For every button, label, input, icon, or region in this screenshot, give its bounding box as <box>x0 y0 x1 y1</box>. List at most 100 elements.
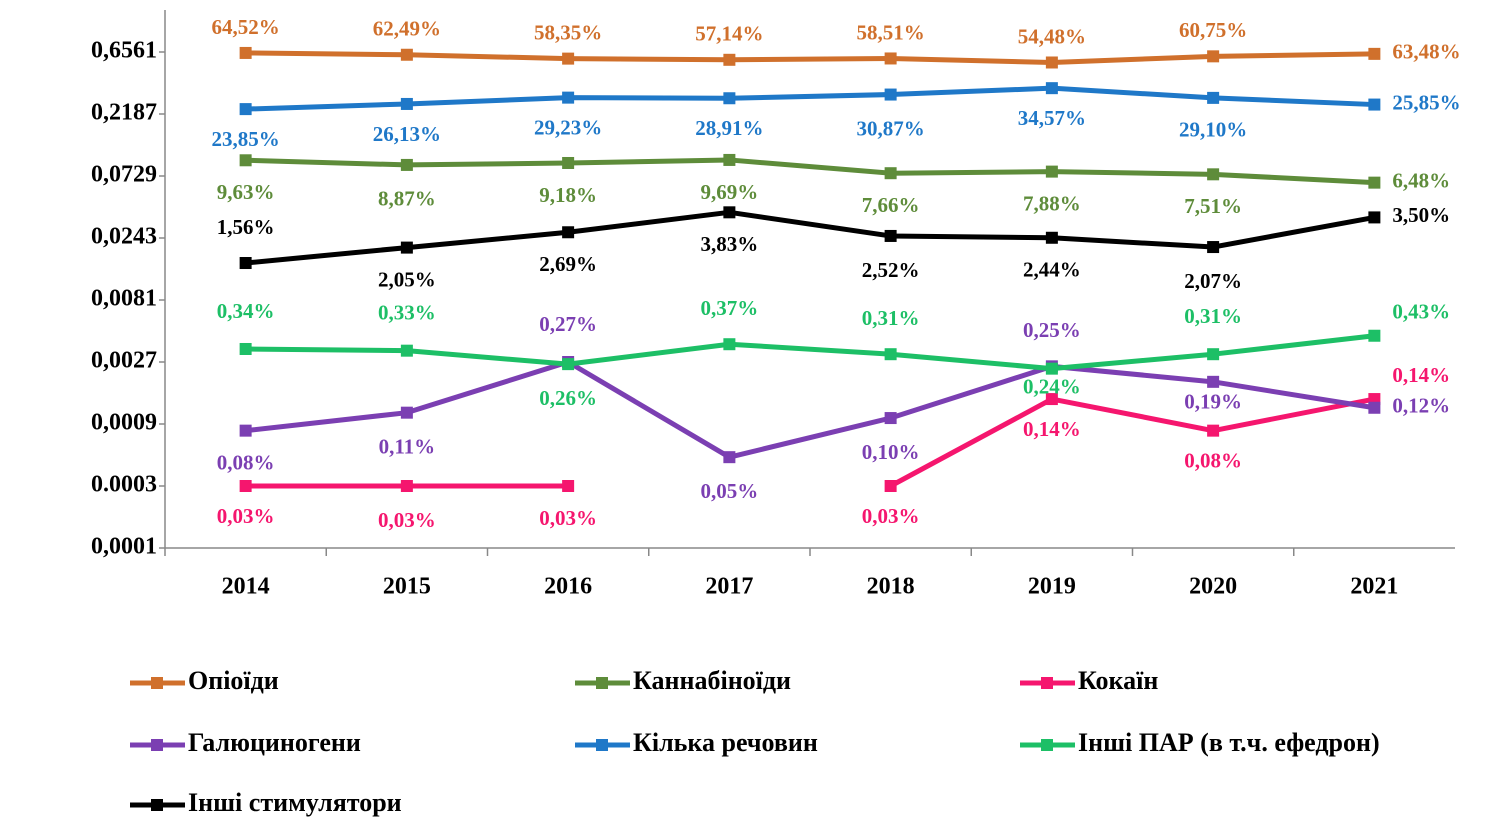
y-tick-label: 0,0243 <box>91 224 157 250</box>
value-label: 63,48% <box>1392 40 1460 64</box>
value-label: 7,51% <box>1184 194 1242 218</box>
marker <box>400 48 413 61</box>
legend-label: Кокаїн <box>1078 666 1158 695</box>
value-label: 0,34% <box>217 299 275 323</box>
marker <box>400 97 413 110</box>
marker <box>1207 348 1220 361</box>
marker <box>400 158 413 171</box>
value-label: 7,88% <box>1023 191 1081 215</box>
marker <box>1045 56 1058 69</box>
marker <box>1045 231 1058 244</box>
value-label: 2,52% <box>862 258 920 282</box>
legend-marker <box>151 677 163 689</box>
value-label: 62,49% <box>373 17 441 41</box>
legend-marker <box>596 677 608 689</box>
y-tick-label: 0,0009 <box>91 410 157 436</box>
marker <box>723 92 736 105</box>
series-line <box>889 396 1375 489</box>
marker <box>884 348 897 361</box>
value-label: 7,66% <box>862 193 920 217</box>
value-label: 0,03% <box>862 504 920 528</box>
y-tick-label: 0.0003 <box>91 472 157 498</box>
value-label: 0,14% <box>1023 417 1081 441</box>
legend-label: Опіоїди <box>188 666 279 695</box>
marker <box>884 52 897 65</box>
value-label: 0,25% <box>1023 318 1081 342</box>
marker <box>1207 241 1220 254</box>
marker <box>1368 211 1381 224</box>
y-tick-label: 0,0729 <box>91 162 157 188</box>
value-label: 60,75% <box>1179 18 1247 42</box>
series-line <box>245 85 1375 112</box>
value-label: 0,19% <box>1184 390 1242 414</box>
marker <box>400 406 413 419</box>
marker <box>1368 98 1381 111</box>
series-line <box>245 157 1375 186</box>
value-label: 3,83% <box>701 232 759 256</box>
marker <box>562 226 575 239</box>
marker <box>400 480 413 492</box>
value-label: 0,08% <box>1184 448 1242 472</box>
marker <box>884 229 897 242</box>
value-label: 2,05% <box>378 267 436 291</box>
value-label: 9,69% <box>701 180 759 204</box>
value-label: 0,05% <box>701 479 759 503</box>
value-label: 0,33% <box>378 300 436 324</box>
value-label: 8,87% <box>378 187 436 211</box>
legend-marker <box>1041 739 1053 751</box>
value-label: 30,87% <box>857 116 925 140</box>
value-label: 0,08% <box>217 450 275 474</box>
marker <box>1368 47 1381 60</box>
marker <box>562 52 575 65</box>
marker <box>239 342 252 355</box>
value-label: 1,56% <box>217 215 275 239</box>
value-label: 2,07% <box>1184 269 1242 293</box>
value-label: 0,31% <box>862 306 920 330</box>
y-tick-label: 0,6561 <box>91 38 157 64</box>
x-tick-label: 2015 <box>383 574 431 600</box>
x-tick-label: 2018 <box>867 574 915 600</box>
marker <box>562 480 575 492</box>
marker <box>884 167 897 180</box>
x-tick-label: 2020 <box>1189 574 1237 600</box>
marker <box>239 46 252 59</box>
marker <box>884 88 897 101</box>
marker <box>884 412 897 425</box>
legend-marker <box>596 739 608 751</box>
x-tick-label: 2014 <box>222 574 270 600</box>
value-label: 9,18% <box>539 183 597 207</box>
value-label: 29,10% <box>1179 118 1247 142</box>
legend-marker <box>151 799 163 811</box>
marker <box>723 153 736 166</box>
marker <box>884 480 897 492</box>
value-label: 54,48% <box>1018 24 1086 48</box>
legend-label: Кілька речовин <box>633 728 818 757</box>
series-line <box>245 333 1375 372</box>
marker <box>239 103 252 116</box>
marker <box>239 154 252 167</box>
marker <box>723 206 736 219</box>
value-label: 58,35% <box>534 20 602 44</box>
marker <box>1045 362 1058 375</box>
value-label: 28,91% <box>695 116 763 140</box>
value-label: 57,14% <box>695 22 763 46</box>
marker <box>562 91 575 104</box>
marker <box>723 338 736 351</box>
marker <box>1045 82 1058 95</box>
value-label: 0,12% <box>1392 394 1450 418</box>
value-label: 0,27% <box>539 312 597 336</box>
legend-marker <box>1041 677 1053 689</box>
value-label: 34,57% <box>1018 106 1086 130</box>
value-label: 0,37% <box>701 296 759 320</box>
marker <box>1207 168 1220 181</box>
value-label: 0,03% <box>217 504 275 528</box>
series-line <box>245 209 1375 266</box>
x-tick-label: 2016 <box>544 574 592 600</box>
x-tick-label: 2021 <box>1350 574 1398 600</box>
legend-label: Інші стимулятори <box>188 788 402 817</box>
value-label: 23,85% <box>212 127 280 151</box>
legend-label: Інші ПАР (в т.ч. ефедрон) <box>1078 728 1380 757</box>
x-tick-label: 2017 <box>705 574 753 600</box>
